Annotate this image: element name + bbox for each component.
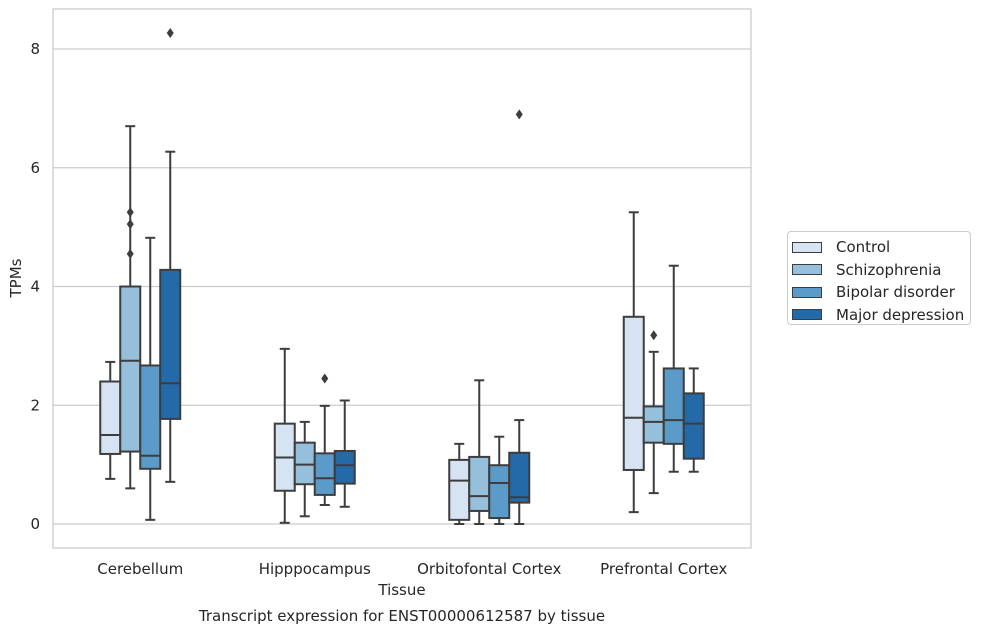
legend-swatch	[792, 264, 822, 276]
x-tick-label: Cerebellum	[97, 560, 183, 578]
box-iqr	[682, 392, 705, 460]
y-tick-label: 0	[30, 515, 40, 533]
y-tick-label: 4	[30, 278, 40, 296]
legend-label: Bipolar disorder	[836, 283, 955, 302]
box-iqr	[488, 464, 511, 520]
box-bipolar-disorder	[313, 373, 336, 506]
legend-item: Major depression	[792, 304, 970, 327]
box-bipolar-disorder	[662, 264, 685, 473]
x-tick-label: Prefrontal Cortex	[600, 560, 727, 578]
box-schizophrenia	[468, 379, 491, 525]
outlier-point	[650, 330, 658, 341]
legend-label: Major depression	[836, 305, 965, 324]
legend-swatch	[792, 286, 822, 298]
legend-item: Control	[792, 236, 970, 259]
box-schizophrenia	[642, 330, 665, 495]
box-iqr	[119, 285, 142, 453]
x-tick-label: Orbitofontal Cortex	[417, 560, 561, 578]
outlier-point	[126, 248, 134, 259]
box-control	[448, 442, 471, 525]
box-iqr	[468, 455, 491, 512]
box-major-depression	[333, 399, 356, 508]
box-iqr	[508, 451, 531, 504]
box-iqr	[139, 364, 162, 470]
x-axis-label: Tissue	[377, 581, 425, 599]
box-iqr	[448, 458, 471, 521]
legend: Control Schizophrenia Bipolar disorder Majo…	[787, 231, 971, 325]
box-major-depression	[159, 27, 182, 483]
x-tick-label: Hipppocampus	[259, 560, 371, 578]
box-schizophrenia	[293, 420, 316, 518]
legend-item: Schizophrenia	[792, 259, 970, 282]
box-major-depression	[682, 367, 705, 473]
box-iqr	[622, 315, 645, 471]
box-control	[273, 347, 296, 524]
legend-label: Schizophrenia	[836, 260, 942, 279]
legend-label: Control	[836, 238, 891, 257]
box-iqr	[159, 268, 182, 420]
legend-swatch	[792, 309, 822, 321]
box-major-depression	[508, 109, 531, 525]
y-axis-label: TPMs	[7, 258, 25, 298]
box-bipolar-disorder	[139, 236, 162, 521]
x-tick-labels: Cerebellum Hipppocampus Orbitofontal Corte…	[97, 560, 727, 578]
outlier-point	[166, 27, 174, 38]
y-tick-labels: 0 2 4 6 8	[30, 40, 40, 533]
box-schizophrenia	[119, 125, 142, 490]
box-iqr	[313, 452, 336, 496]
outlier-point	[126, 207, 134, 218]
legend-swatch	[792, 241, 822, 253]
box-control	[99, 360, 122, 480]
y-tick-label: 6	[30, 159, 40, 177]
box-iqr	[642, 405, 665, 444]
plot-area	[52, 8, 752, 549]
box-iqr	[333, 449, 356, 485]
y-tick-label: 2	[30, 396, 40, 414]
box-iqr	[662, 367, 685, 445]
chart-title: Transcript expression for ENST0000061258…	[198, 607, 605, 625]
box-bipolar-disorder	[488, 435, 511, 525]
outlier-point	[126, 219, 134, 230]
y-tick-label: 8	[30, 40, 40, 58]
box-control	[622, 211, 645, 514]
outlier-point	[515, 109, 523, 120]
outlier-point	[321, 373, 329, 384]
legend-item: Bipolar disorder	[792, 281, 970, 304]
box-iqr	[293, 441, 316, 486]
box-groups	[99, 27, 705, 525]
box-iqr	[99, 380, 122, 455]
